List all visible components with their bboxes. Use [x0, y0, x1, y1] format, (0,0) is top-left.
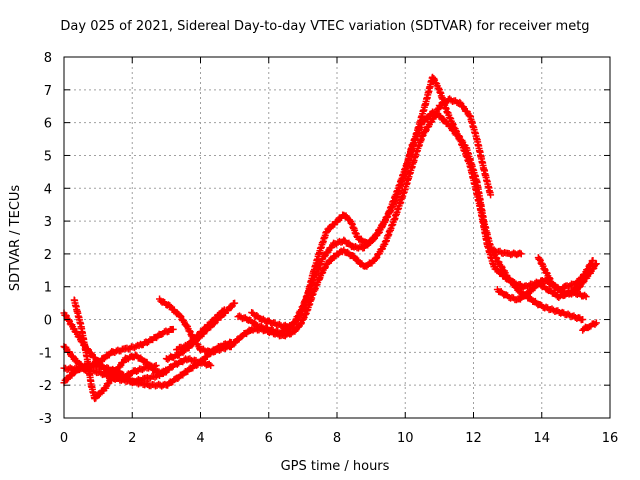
data-point — [589, 256, 597, 264]
data-point — [162, 368, 170, 376]
series-track-10 — [234, 73, 587, 337]
data-point — [209, 317, 217, 325]
series-track-14 — [534, 254, 597, 294]
data-point — [219, 307, 227, 315]
y-tick-label: 3 — [44, 215, 52, 230]
y-tick-label: 4 — [44, 182, 52, 197]
axis-ticks — [63, 56, 611, 419]
data-point — [112, 367, 120, 375]
data-point — [424, 114, 432, 122]
y-tick-label: -3 — [39, 412, 52, 427]
x-tick-label: 0 — [60, 431, 68, 446]
data-point — [169, 325, 177, 333]
x-axis-tick-labels: 0 2 4 6 8 10 12 14 16 — [60, 431, 618, 446]
data-point — [456, 98, 464, 106]
y-tick-label: 0 — [44, 314, 52, 329]
data-point — [579, 316, 587, 324]
data-point — [320, 253, 328, 261]
data-point — [372, 255, 380, 263]
data-point — [231, 299, 239, 307]
data-point — [591, 320, 599, 328]
chart-title: Day 025 of 2021, Sidereal Day-to-day VTE… — [60, 19, 589, 34]
data-point — [581, 291, 589, 299]
data-point — [583, 266, 591, 274]
y-tick-label: 7 — [44, 84, 52, 99]
data-point — [440, 116, 448, 124]
data-point — [592, 319, 600, 327]
data-point — [582, 293, 590, 301]
data-point — [516, 249, 524, 257]
data-point — [82, 366, 90, 374]
data-point — [497, 262, 505, 270]
y-tick-label: -2 — [39, 379, 52, 394]
data-point — [526, 288, 534, 296]
y-tick-label: 8 — [44, 51, 52, 66]
x-tick-label: 16 — [602, 431, 619, 446]
series-track-11 — [248, 108, 590, 331]
data-point — [194, 332, 202, 340]
series-track-15 — [579, 319, 600, 334]
data-point — [100, 355, 108, 363]
series-track-12 — [490, 246, 525, 259]
data-point — [587, 261, 595, 269]
data-point — [176, 312, 184, 320]
data-point — [551, 282, 559, 290]
y-tick-label: 2 — [44, 248, 52, 263]
x-tick-label: 14 — [533, 431, 550, 446]
data-series — [60, 73, 600, 403]
x-tick-label: 6 — [265, 431, 273, 446]
data-point — [487, 191, 495, 199]
data-point — [453, 131, 461, 139]
data-point — [207, 361, 215, 369]
data-point — [220, 306, 228, 314]
x-tick-label: 4 — [196, 431, 204, 446]
y-tick-label: 5 — [44, 149, 52, 164]
data-point — [421, 127, 429, 135]
y-tick-label: -1 — [39, 346, 52, 361]
x-tick-label: 2 — [128, 431, 136, 446]
series-track-6 — [156, 295, 235, 357]
series-track-8 — [173, 306, 228, 354]
y-tick-label: 1 — [44, 281, 52, 296]
data-point — [227, 303, 235, 311]
data-point — [205, 360, 213, 368]
data-point — [182, 321, 190, 329]
x-tick-label: 8 — [333, 431, 341, 446]
data-point — [373, 230, 381, 238]
x-axis-title: GPS time / hours — [281, 459, 390, 474]
y-tick-label: 6 — [44, 117, 52, 132]
data-point — [517, 250, 525, 258]
x-tick-label: 12 — [465, 431, 482, 446]
data-point — [95, 391, 103, 399]
y-axis-tick-labels: -3 -2 -1 0 1 2 3 4 5 6 7 8 — [39, 51, 52, 427]
series-track-5 — [60, 342, 235, 390]
x-tick-label: 10 — [397, 431, 414, 446]
y-axis-title: SDTVAR / TECUs — [8, 185, 23, 292]
data-point — [63, 375, 71, 383]
